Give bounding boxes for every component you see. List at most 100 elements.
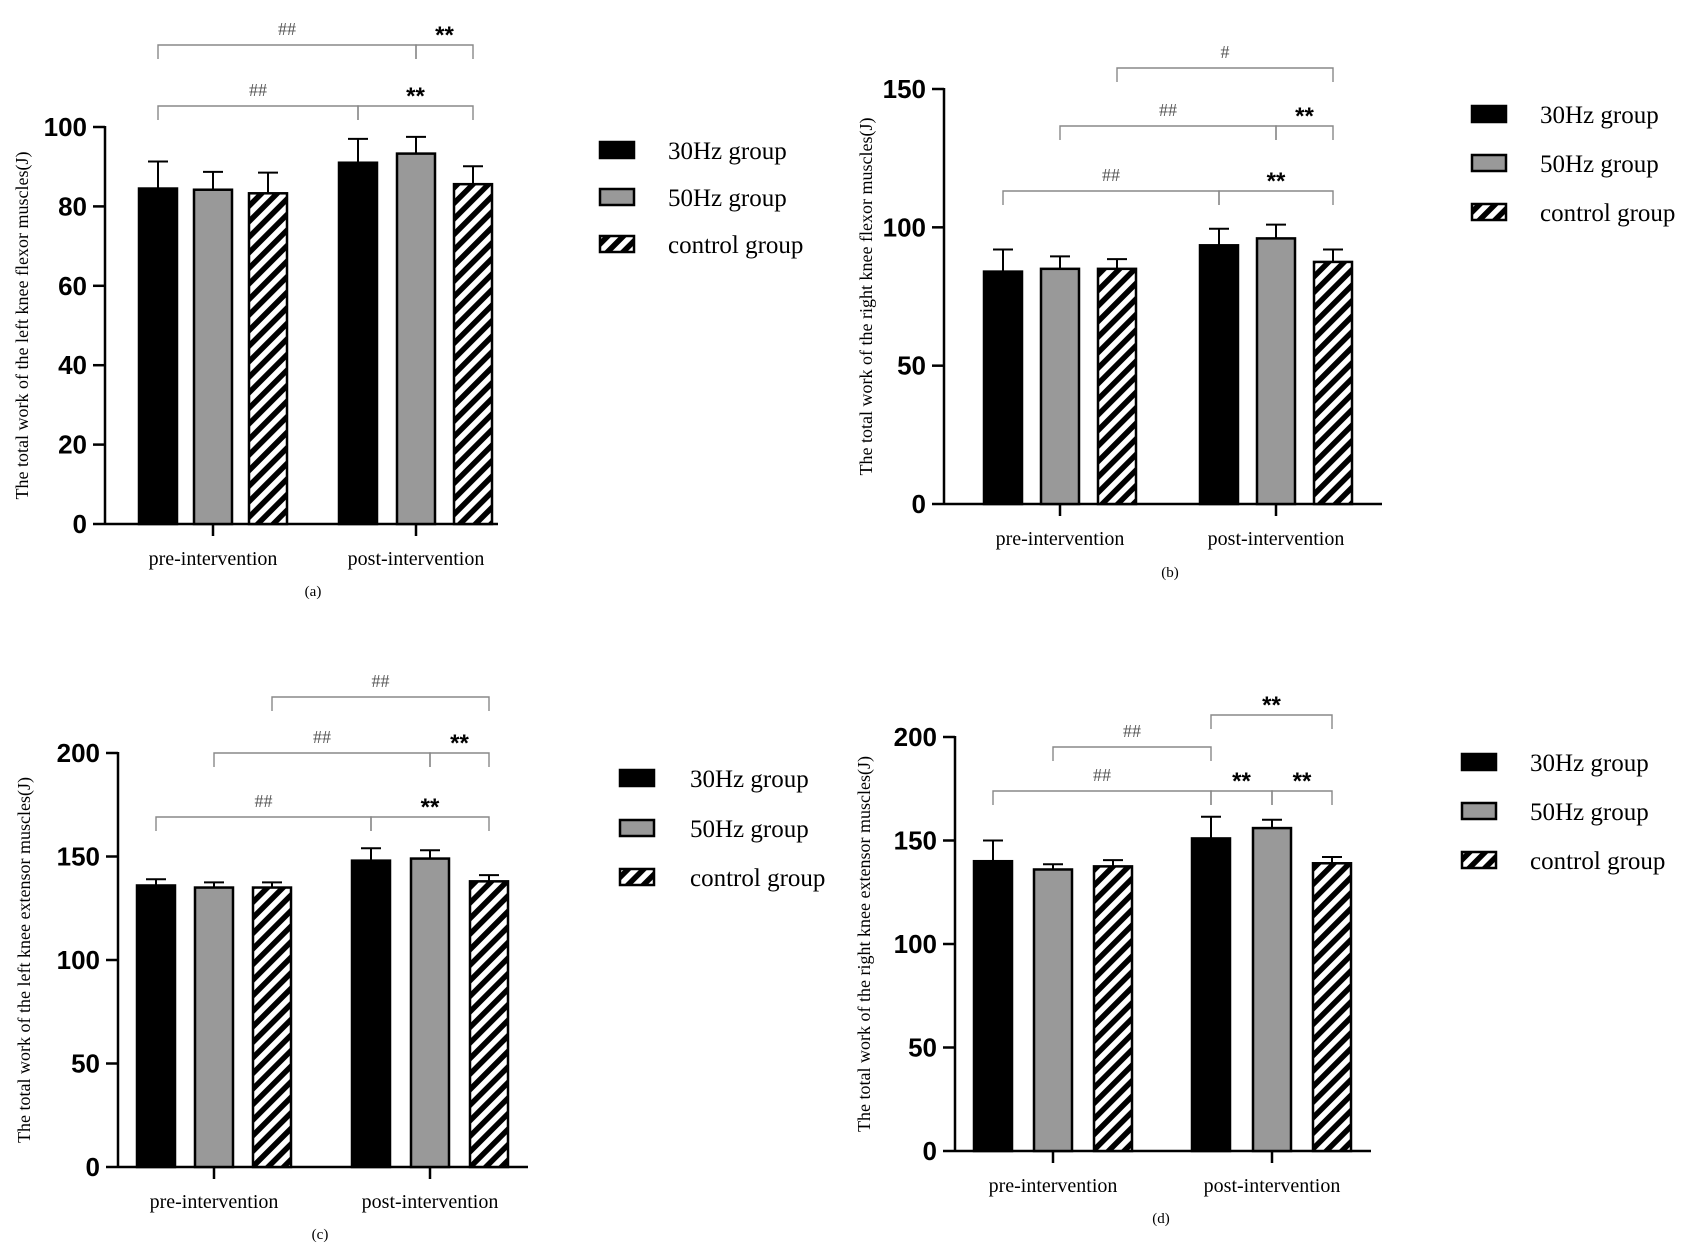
legend-swatch-50hz [1460,801,1498,821]
bar-control-pre [1092,865,1134,1153]
significance-bracket [271,696,490,711]
significance-star-label: ** [421,794,440,821]
significance-bracket [1052,746,1212,761]
legend-label-50hz: 50Hz group [1540,151,1659,178]
legend-swatch-50hz [618,818,656,838]
legend-swatch-control [1470,202,1508,222]
x-tick-label: post-intervention [1208,528,1345,550]
bar-50hz-pre [1039,267,1081,506]
y-tick-label: 150 [57,842,100,872]
legend-label-50hz: 50Hz group [1530,799,1649,826]
bar-50hz-pre [192,188,234,526]
panel-label: (d) [1152,1211,1170,1227]
significance-bracket [429,752,490,767]
significance-hash-label: ## [313,727,331,747]
y-tick-label: 150 [894,826,937,856]
y-tick-label: 0 [912,489,926,519]
y-tick-label: 100 [57,945,100,975]
significance-star-label: ** [435,22,454,49]
panel-b-chart: 0 50 100 150 pre-intervention post-interventi… [856,42,1675,581]
significance-star-label: ** [450,730,469,757]
bar-control-post [468,880,510,1169]
y-tick-label: 20 [58,430,87,460]
significance-star-label: ** [1295,103,1314,130]
panel-c-chart: 0 50 100 150 200 pre-intervention post-interve… [14,671,825,1243]
bar-30hz-post [1190,837,1232,1153]
bar-50hz-pre [1032,868,1074,1153]
significance-star-label: ** [406,83,425,110]
legend-swatch-30hz [1470,104,1508,124]
bar-control-pre [1096,267,1138,506]
legend-swatch-50hz [1470,153,1508,173]
significance-bracket [415,44,474,59]
bar-50hz-post [1251,826,1293,1153]
legend-label-50hz: 50Hz group [668,185,787,212]
y-tick-label: 100 [883,212,926,242]
y-tick-label: 0 [86,1152,100,1182]
y-tick-label: 40 [58,350,87,380]
legend-swatch-30hz [618,768,656,788]
panel-label: (b) [1161,565,1179,581]
legend-swatch-30hz [1460,752,1498,772]
legend-swatch-30hz [598,140,636,160]
significance-bracket [213,752,431,767]
bar-30hz-post [337,161,379,526]
y-tick-label: 0 [923,1136,937,1166]
bar-30hz-pre [137,187,179,526]
significance-bracket [1218,190,1334,205]
significance-bracket [1002,190,1220,205]
bar-50hz-pre [193,886,235,1169]
significance-bracket [1275,125,1334,140]
panel-a-chart: 0 20 40 60 80 100 pre-intervention post-interve… [12,19,803,600]
significance-hash-label: # [1221,42,1230,62]
bar-control-post [452,182,494,526]
legend-label-control: control group [668,232,803,259]
significance-hash-label: ## [1102,165,1120,185]
significance-bracket [370,816,490,831]
significance-hash-label: ## [1093,765,1111,785]
legend-label-control: control group [690,865,825,892]
bar-control-post [1312,260,1354,506]
y-tick-label: 50 [897,351,926,381]
y-axis-title: The total work of the left knee extensor… [14,777,35,1143]
legend-label-control: control group [1540,200,1675,227]
bar-30hz-pre [135,884,177,1169]
legend-label-30hz: 30Hz group [690,766,809,793]
y-axis-title: The total work of the left knee flexor m… [12,152,33,500]
legend-label-30hz: 30Hz group [1540,102,1659,129]
legend-swatch-control [1460,850,1498,870]
significance-bracket [157,105,359,120]
y-tick-label: 60 [58,271,87,301]
significance-hash-label: ## [278,19,296,39]
significance-bracket [1271,790,1333,805]
significance-bracket [1059,125,1277,140]
y-tick-label: 150 [883,74,926,104]
legend-label-30hz: 30Hz group [1530,750,1649,777]
bar-30hz-post [1198,244,1240,506]
significance-hash-label: ## [249,80,267,100]
y-axis-title: The total work of the right knee flexor … [856,118,877,476]
significance-hash-label: ## [255,791,273,811]
significance-bracket [992,790,1212,805]
y-tick-label: 100 [894,929,937,959]
bar-control-pre [247,192,289,526]
y-axis-title: The total work of the right knee extenso… [854,756,875,1132]
y-tick-label: 200 [57,738,100,768]
significance-hash-label: ## [372,671,390,691]
significance-star-label: ** [1262,692,1281,719]
panel-d-chart: 0 50 100 150 200 pre-intervention post-interve… [854,692,1665,1227]
significance-star-label: ** [1293,768,1312,795]
x-tick-label: pre-intervention [150,1191,279,1213]
y-tick-label: 50 [71,1049,100,1079]
bar-control-post [1311,862,1353,1153]
legend-swatch-50hz [598,187,636,207]
bar-50hz-post [409,857,451,1169]
y-tick-label: 50 [908,1033,937,1063]
legend-label-30hz: 30Hz group [668,138,787,165]
y-tick-label: 200 [894,722,937,752]
x-tick-label: post-intervention [348,548,485,570]
panel-label: (c) [312,1227,329,1243]
y-tick-label: 0 [73,509,87,539]
x-tick-label: post-intervention [362,1191,499,1213]
